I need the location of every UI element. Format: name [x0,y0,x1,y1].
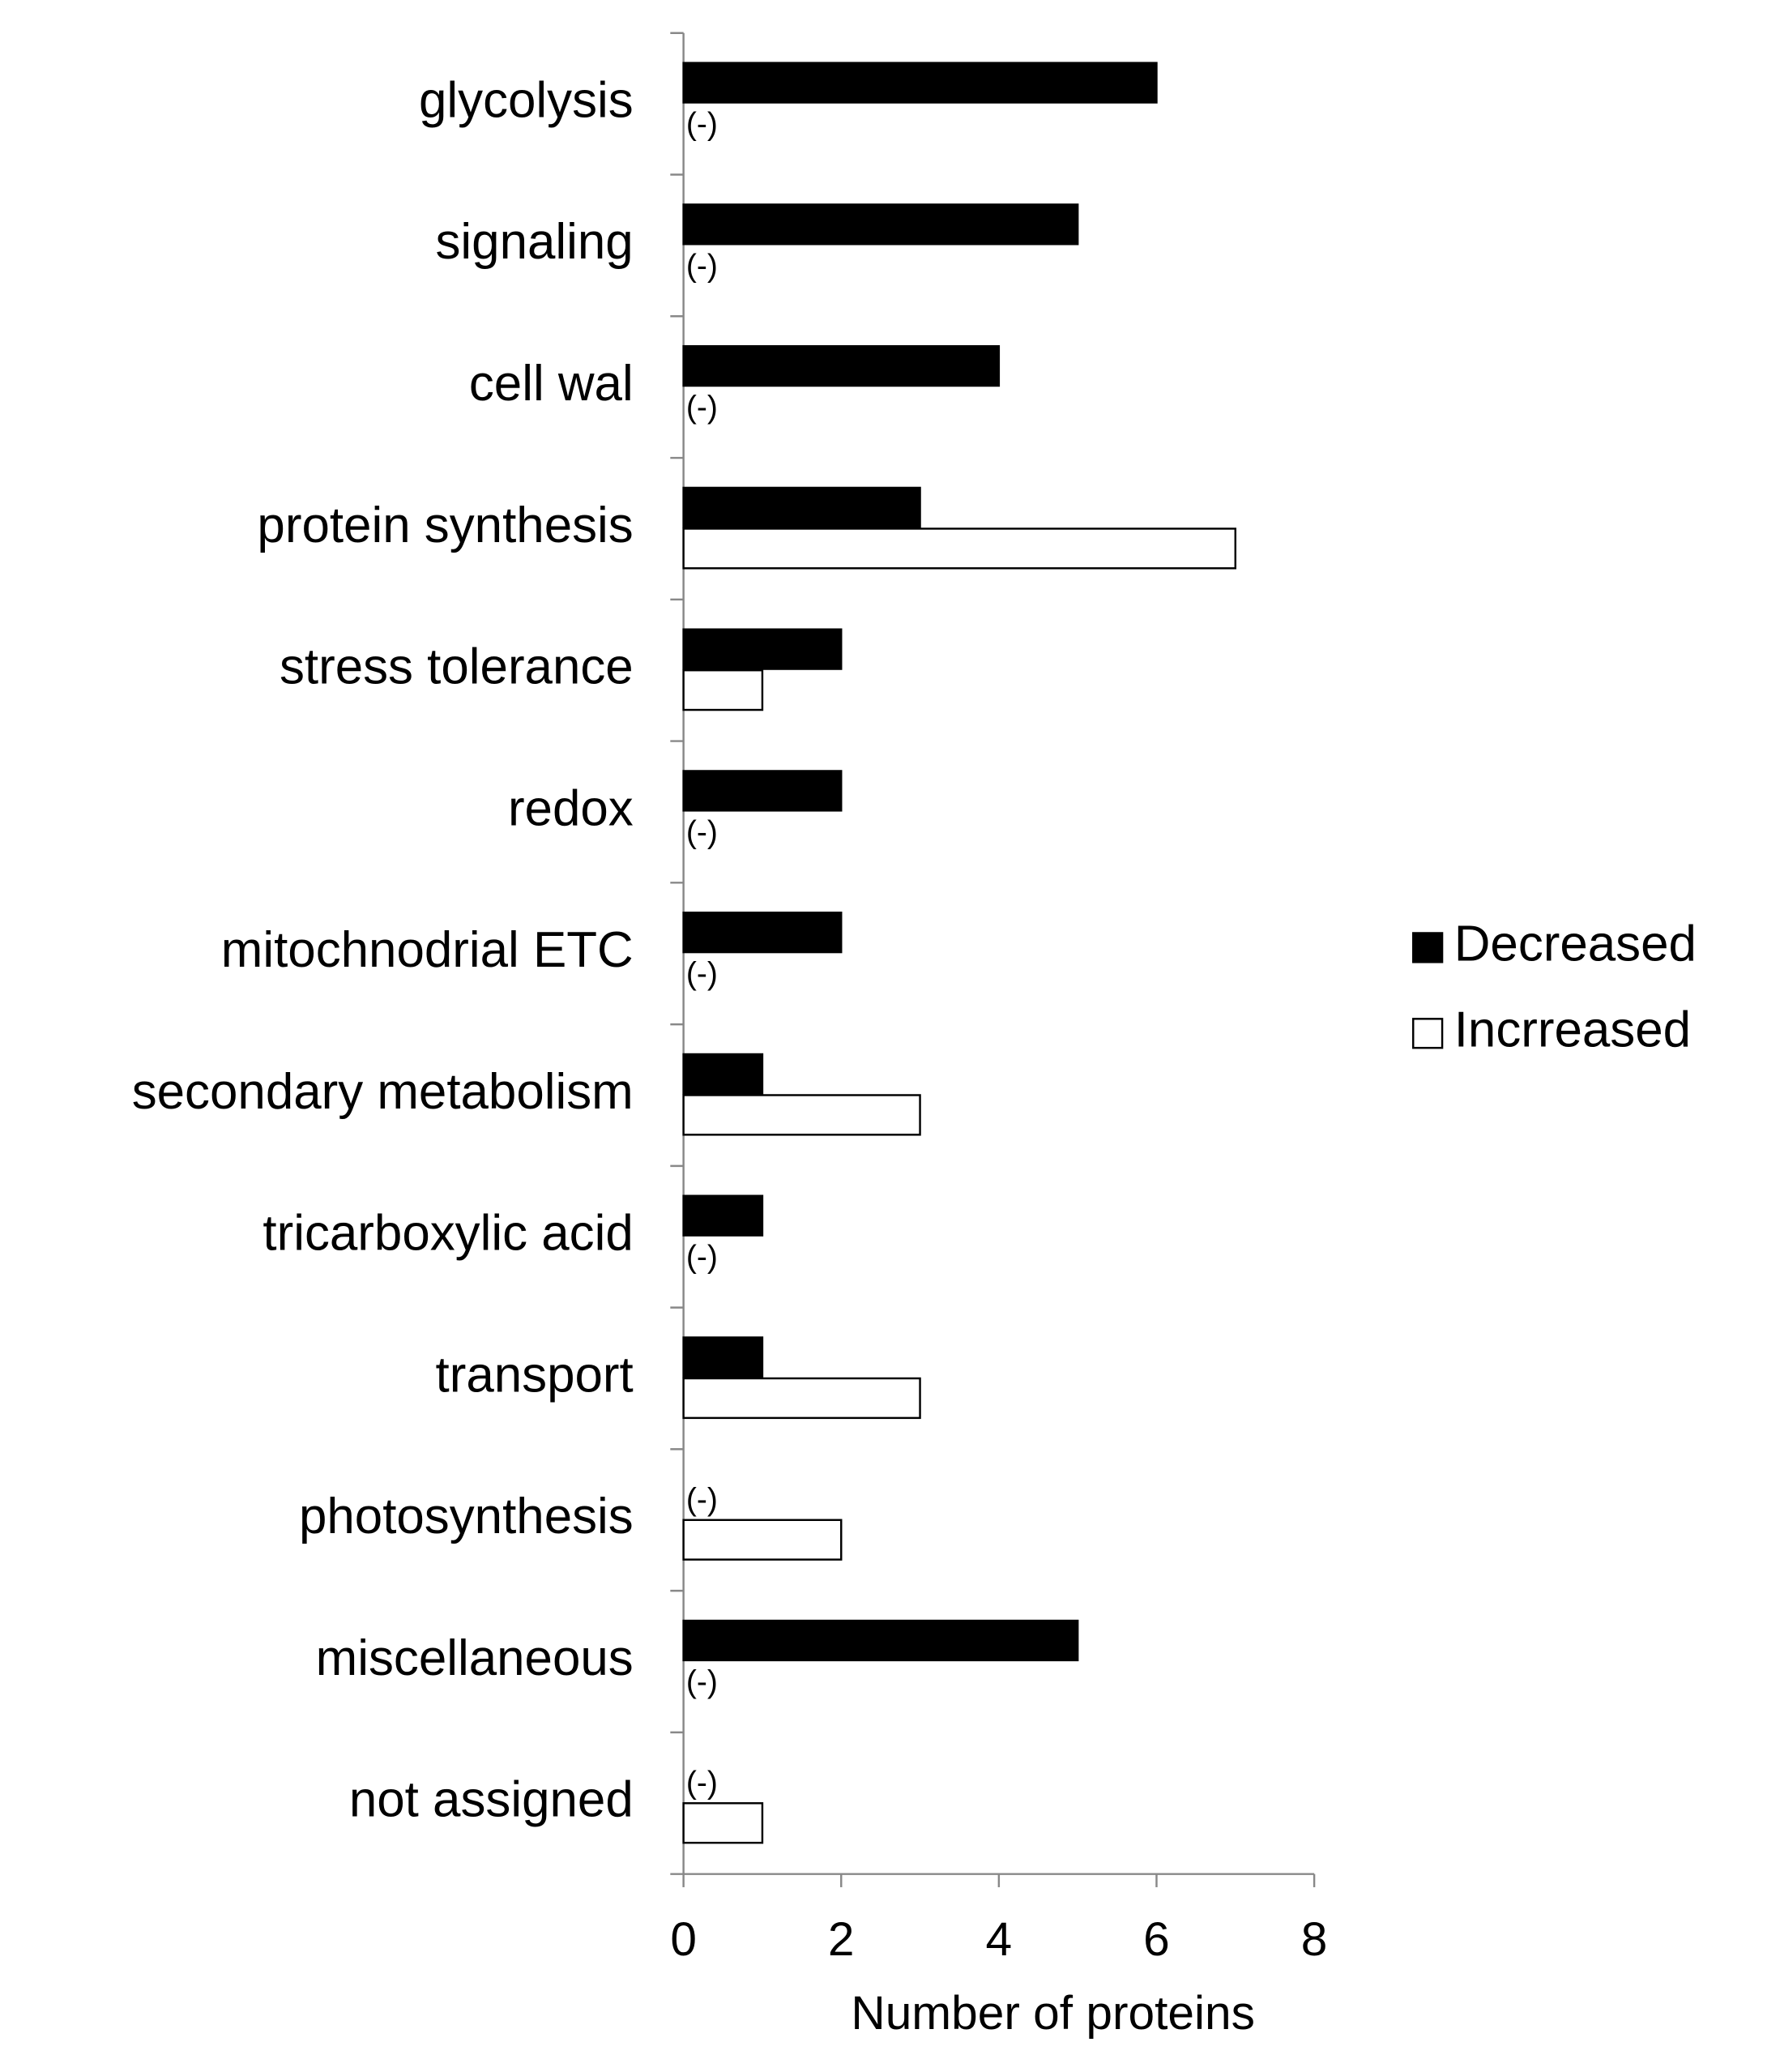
category-label: mitochnodrial ETC [221,922,634,978]
x-tick-label: 4 [986,1913,1013,1966]
x-tick-label: 8 [1301,1913,1328,1966]
bar [682,1519,843,1561]
x-tick-label: 0 [670,1913,697,1966]
bar [682,1802,764,1844]
bar [682,1053,764,1096]
category-label: redox [508,780,634,836]
value-label: (-) [686,1665,718,1700]
category-label: miscellaneous [316,1630,634,1686]
legend-label: Incrreased [1454,1002,1691,1058]
bar [682,1619,1079,1662]
bar [682,203,1079,246]
value-label: (-) [686,1240,718,1275]
value-label: (-) [686,1766,718,1801]
bar [682,1194,764,1237]
bar [682,1094,921,1136]
bar [682,669,764,711]
category-label: tricarboxylic acid [263,1206,633,1262]
bar [682,528,1237,570]
bar [682,628,843,670]
category-label: cell wal [469,356,634,412]
legend-label: Decreased [1454,916,1697,972]
category-label: protein synthesis [257,498,633,553]
value-label: (-) [686,107,718,142]
category-label: photosynthesis [299,1489,634,1544]
category-label: glycolysis [419,72,634,128]
bar [682,344,1001,387]
bar [682,912,843,954]
category-label: transport [436,1347,634,1403]
bar [682,62,1158,104]
bar [682,1377,921,1420]
bar [682,770,843,812]
value-label: (-) [686,1482,718,1517]
x-tick-label: 6 [1143,1913,1170,1966]
x-tick-label: 2 [828,1913,855,1966]
legend-swatch [1412,932,1444,963]
bar [682,486,921,529]
value-label: (-) [686,957,718,992]
bar [682,1336,764,1378]
value-label: (-) [686,249,718,284]
legend-swatch [1412,1018,1444,1049]
category-label: secondary metabolism [132,1064,634,1120]
value-label: (-) [686,391,718,425]
x-axis-label: Number of proteins [851,1987,1255,2040]
category-label: signaling [435,214,633,270]
value-label: (-) [686,815,718,850]
category-label: stress tolerance [280,639,634,695]
category-label: not assigned [349,1772,634,1828]
